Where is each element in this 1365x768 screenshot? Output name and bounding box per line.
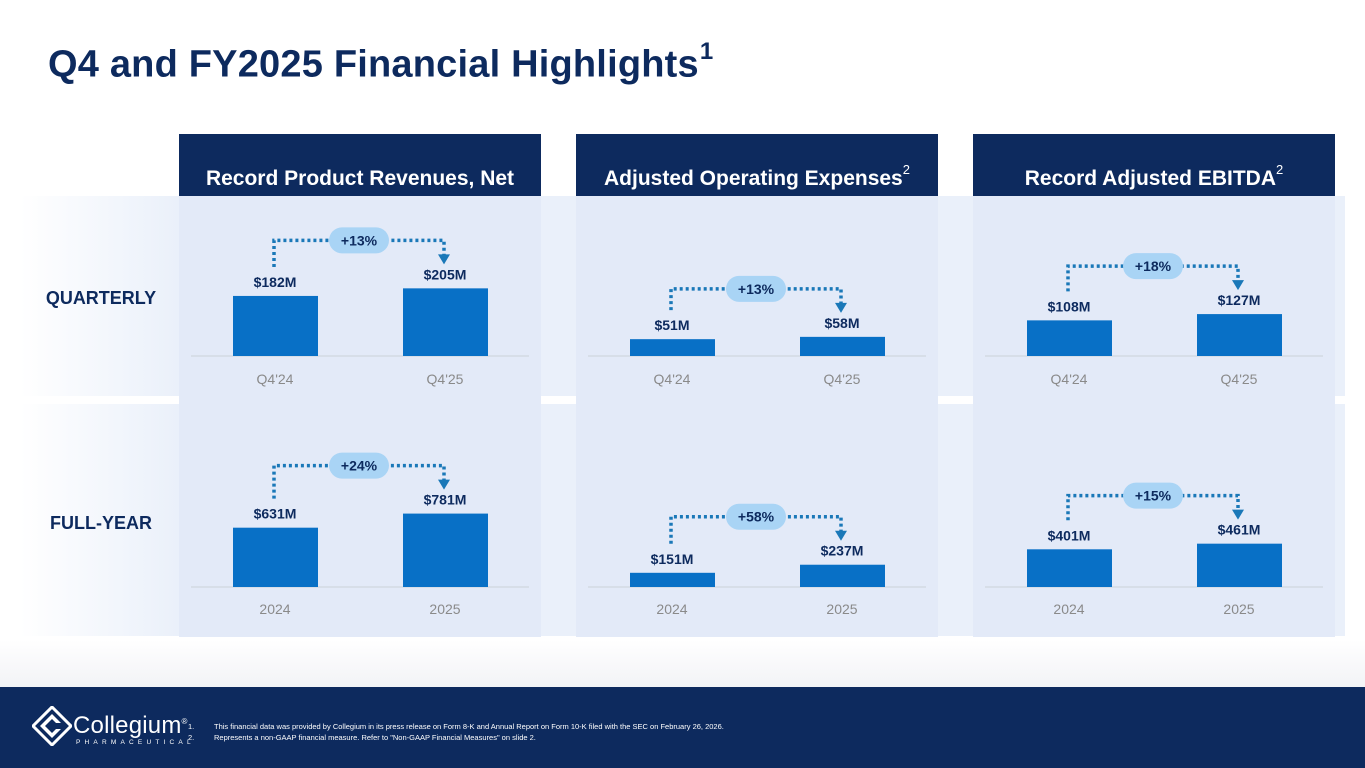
growth-label: +58% [738,509,775,525]
data-label: $631M [254,506,297,522]
bar [1027,549,1112,587]
data-label: $51M [654,317,689,333]
column-title: Record Product Revenues, Net [205,167,515,190]
bar [403,513,488,587]
growth-badge [1123,482,1183,509]
row-label-quarterly: QUARTERLY [45,288,157,308]
tick-label: Q4'24 [654,371,691,387]
bar [630,339,715,356]
logo-name: Collegium [73,712,182,739]
column-header-revenues: Record Product Revenues, Net [179,134,541,196]
growth-label: +15% [1135,488,1172,504]
bar [403,288,488,356]
arrow-head-icon [1232,280,1244,291]
column-bg-opex [576,196,938,637]
tick-label: Q4'24 [1051,371,1088,387]
data-label: $401M [1048,527,1091,543]
growth-label: +24% [341,458,378,474]
bar [800,564,885,587]
data-label: $182M [254,274,297,290]
bar [233,527,318,587]
growth-badge [726,503,786,530]
bar [1197,543,1282,587]
column-footnote: 2 [902,162,910,177]
column-header-ebitda: Record Adjusted EBITDA2 [973,134,1335,196]
data-label: $461M [1218,522,1261,538]
column-title: Record Adjusted EBITDA [1024,167,1276,190]
arrow-head-icon [835,302,847,313]
growth-label: +13% [341,232,378,248]
data-label: $781M [424,492,467,508]
logo-wordmark: Collegium® [73,712,188,740]
arrow-head-icon [835,530,847,541]
bar [233,295,318,356]
growth-badge [329,227,389,254]
column-header-opex: Adjusted Operating Expenses2 [576,134,938,196]
title-footnote: 1 [699,38,714,65]
column-title: Adjusted Operating Expenses [604,167,903,190]
tick-label: 2024 [1053,601,1084,617]
bar [1197,314,1282,356]
data-label: $205M [424,266,467,282]
tick-label: Q4'25 [427,371,464,387]
growth-badge [726,275,786,302]
page-title-text: Q4 and FY2025 Financial Highlights [48,43,699,86]
growth-connector [669,287,843,311]
column-footnote: 2 [1276,162,1284,177]
data-label: $108M [1048,298,1091,314]
growth-label: +13% [738,281,775,297]
footnote-number: 1. [188,722,195,731]
logo-registered: ® [181,717,188,726]
row-label-full-year: FULL-YEAR [50,513,152,533]
tick-label: Q4'25 [824,371,861,387]
arrow-head-icon [438,254,450,265]
growth-badge [329,452,389,479]
logo-subtitle: PHARMACEUTICAL [76,739,195,746]
growth-label: +18% [1135,258,1172,274]
tick-label: 2024 [656,601,687,617]
footnote-number: 2. [188,732,195,742]
footnote-2: 2. Represents a non-GAAP financial measur… [188,733,724,744]
arrow-head-icon [1232,509,1244,520]
footnotes: 1. This financial data was provided by Co… [188,722,724,743]
footnote-text: This financial data was provided by Coll… [214,722,724,731]
tick-label: 2025 [1223,601,1254,617]
footnote-1: 1. This financial data was provided by Co… [188,722,724,733]
bar [800,336,885,356]
arrow-head-icon [438,479,450,490]
footnote-text: Represents a non-GAAP financial measure.… [214,732,536,742]
collegium-logo-icon [32,706,72,746]
data-label: $151M [651,551,694,567]
charts-canvas: $182M Q4'24 $205M Q4'25 +13% $51M Q4'24 $58M Q4'… [191,227,1323,617]
growth-badge [1123,253,1183,280]
bar [630,572,715,587]
growth-connector [272,238,446,267]
tick-label: 2025 [826,601,857,617]
data-label: $127M [1218,292,1261,308]
growth-connector [272,463,446,499]
data-label: $58M [824,315,859,331]
bar [1027,320,1112,356]
tick-label: 2025 [429,601,460,617]
tick-label: Q4'25 [1221,371,1258,387]
footer-fade [0,640,1365,687]
data-label: $237M [821,543,864,559]
tick-label: 2024 [259,601,290,617]
footer [0,687,1365,768]
page-title: Q4 and FY2025 Financial Highlights1 [48,38,713,87]
tick-label: Q4'24 [257,371,294,387]
growth-connector [669,514,843,544]
